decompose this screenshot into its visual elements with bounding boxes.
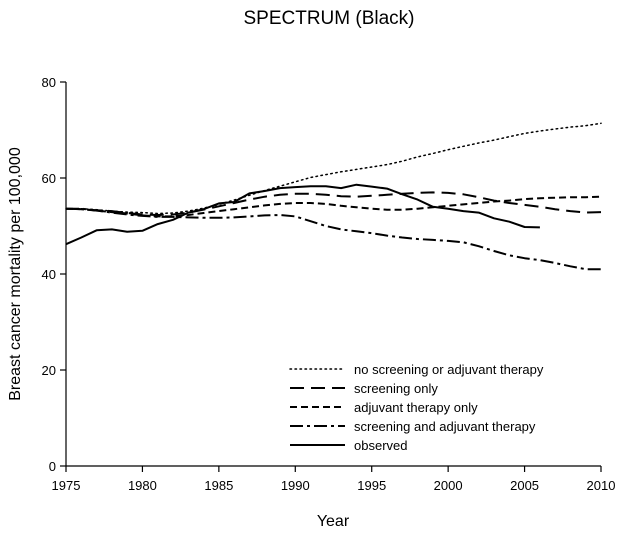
- x-ticks: 1975 1980 1985 1990 1995 2000 2005 2010: [52, 466, 616, 493]
- x-tick-label: 2010: [587, 478, 616, 493]
- x-tick-label: 1975: [52, 478, 81, 493]
- legend-label: screening and adjuvant therapy: [354, 419, 536, 434]
- legend-label: observed: [354, 438, 407, 453]
- y-tick-label: 0: [49, 459, 56, 474]
- y-tick-label: 40: [42, 267, 56, 282]
- y-axis-label: Breast cancer mortality per 100,000: [7, 147, 24, 401]
- legend: no screening or adjuvant therapy screenin…: [289, 362, 544, 453]
- x-tick-label: 1985: [204, 478, 233, 493]
- y-tick-label: 20: [42, 363, 56, 378]
- series-group: [65, 122, 602, 271]
- y-ticks: 0 20 40 60 80: [42, 75, 66, 474]
- y-tick-label: 80: [42, 75, 56, 90]
- series-line-4: [66, 207, 601, 271]
- y-tick-label: 60: [42, 171, 56, 186]
- x-tick-label: 1995: [357, 478, 386, 493]
- series-line-1: [65, 122, 602, 215]
- series-line-5: [65, 183, 540, 246]
- x-tick-label: 2005: [510, 478, 539, 493]
- legend-label: no screening or adjuvant therapy: [354, 362, 544, 377]
- series-line-2: [65, 191, 602, 216]
- x-tick-label: 1980: [128, 478, 157, 493]
- axes: [65, 82, 601, 467]
- x-tick-label: 2000: [434, 478, 463, 493]
- x-tick-label: 1990: [281, 478, 310, 493]
- chart-title: SPECTRUM (Black): [243, 8, 414, 29]
- x-axis-label: Year: [317, 513, 350, 530]
- legend-label: adjuvant therapy only: [354, 400, 478, 415]
- legend-label: screening only: [354, 381, 438, 396]
